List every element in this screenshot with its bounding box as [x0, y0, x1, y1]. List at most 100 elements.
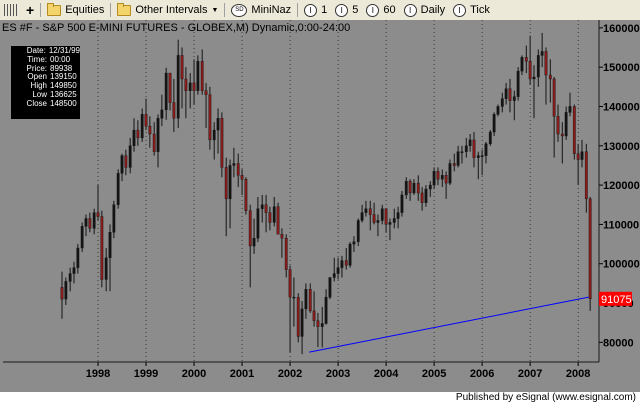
candle-body [400, 194, 404, 213]
plus-icon: + [26, 2, 35, 18]
trendline[interactable] [309, 296, 589, 353]
interval-tick-button[interactable]: I Tick [449, 1, 494, 19]
x-tick-label: 2005 [422, 368, 446, 380]
candle [108, 224, 112, 292]
candle [160, 94, 164, 127]
candle [504, 82, 508, 105]
candle [404, 177, 408, 199]
candle [124, 149, 128, 176]
toolbar-separator [297, 3, 299, 17]
candle [484, 141, 488, 164]
y-tick-label: 140000 [603, 101, 640, 113]
candle-body [520, 57, 524, 72]
candle-body [492, 114, 496, 133]
candle [168, 72, 172, 111]
interval-icon: I [403, 3, 417, 17]
candle-body [272, 206, 276, 223]
candle-body [196, 61, 200, 91]
candle [424, 185, 428, 207]
info-key: High [30, 81, 47, 91]
candle-body [504, 88, 508, 99]
candle [252, 218, 256, 254]
candle [244, 177, 248, 215]
candle [92, 208, 96, 235]
candle [588, 196, 592, 311]
candle [384, 208, 388, 233]
candle [512, 90, 516, 121]
candle-body [236, 163, 240, 176]
candle [64, 277, 68, 305]
candle-body [472, 139, 476, 158]
symbol-link-icon: SD [231, 3, 248, 17]
candle-body [136, 129, 140, 139]
candle-body [436, 171, 440, 180]
candle-body [340, 260, 344, 268]
add-button[interactable]: + [22, 1, 38, 19]
candle [84, 214, 88, 237]
candle [500, 92, 504, 113]
info-key: Date: [26, 46, 46, 55]
candle-body [112, 204, 116, 233]
candle [232, 147, 236, 178]
other-intervals-button[interactable]: Other Intervals ▼ [113, 1, 222, 19]
y-tick-label: 150000 [603, 62, 640, 74]
candle [188, 73, 192, 109]
y-tick-label: 100000 [603, 259, 640, 271]
candle-body [388, 222, 392, 225]
candle [396, 206, 400, 229]
candle-body [304, 289, 308, 310]
equities-button[interactable]: Equities [43, 1, 108, 19]
candle-body [496, 106, 500, 115]
candle [200, 49, 204, 95]
interval-daily-label: Daily [420, 4, 446, 16]
candle [172, 78, 176, 133]
info-key: Low [32, 89, 47, 99]
x-tick-label: 2001 [230, 368, 254, 380]
interval-1-button[interactable]: I 1 [300, 1, 331, 19]
candle [224, 157, 228, 237]
candle [204, 82, 208, 129]
candle-body [168, 72, 172, 103]
candle-body [324, 296, 328, 324]
candle-body [344, 260, 348, 266]
trendline-group [309, 296, 589, 353]
mininaz-label: MiniNaz [251, 4, 292, 16]
candle-body [100, 216, 104, 280]
interval-daily-button[interactable]: I Daily [400, 1, 449, 19]
candle-body [60, 287, 64, 300]
candle [324, 289, 328, 325]
candle-body [516, 70, 520, 97]
toolbar: + Equities Other Intervals ▼ SD MiniNaz … [0, 0, 640, 21]
candle [476, 151, 480, 180]
candle [412, 179, 416, 195]
candle-body [252, 237, 256, 247]
candle-body [352, 241, 356, 245]
candle [212, 122, 216, 160]
chart-area[interactable]: 8000090000100000110000120000130000140000… [0, 20, 640, 392]
candle-body [380, 208, 384, 221]
dropdown-arrow-icon: ▼ [211, 6, 219, 14]
candle [444, 171, 448, 199]
candle-body [204, 90, 208, 95]
candle-body [576, 153, 580, 160]
candle-body [464, 145, 468, 152]
candle [508, 78, 512, 113]
candle [272, 196, 276, 227]
interval-5-button[interactable]: I 5 [331, 1, 362, 19]
candle [100, 210, 104, 288]
candle-body [300, 308, 304, 337]
candle [80, 222, 84, 252]
candle-body [248, 210, 252, 247]
x-tick-label: 2004 [374, 368, 399, 380]
candle [96, 185, 100, 221]
candle-body [572, 106, 576, 154]
interval-60-button[interactable]: I 60 [362, 1, 399, 19]
candle-body [212, 129, 216, 141]
candle [480, 149, 484, 176]
mininaz-button[interactable]: SD MiniNaz [227, 1, 295, 19]
candle [556, 104, 560, 142]
candle [296, 293, 300, 343]
candle-body [588, 198, 592, 300]
price-chart[interactable]: 8000090000100000110000120000130000140000… [0, 20, 640, 392]
candle-body [152, 133, 156, 152]
